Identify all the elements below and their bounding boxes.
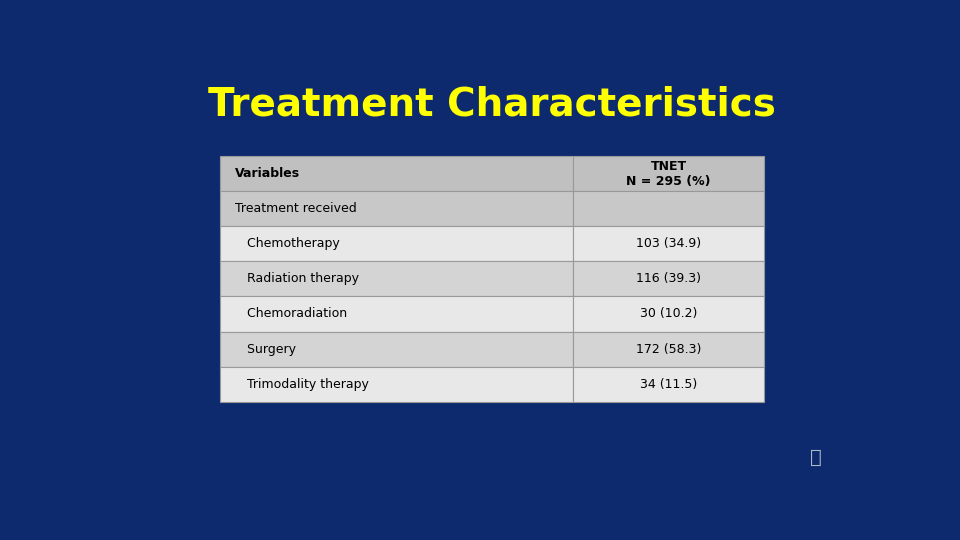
Text: Chemotherapy: Chemotherapy	[234, 238, 339, 251]
Text: TNET
N = 295 (%): TNET N = 295 (%)	[626, 160, 710, 188]
Text: 103 (34.9): 103 (34.9)	[636, 238, 701, 251]
Bar	[573, 191, 763, 226]
Bar	[573, 367, 763, 402]
Bar	[573, 261, 763, 296]
Text: Treatment received: Treatment received	[234, 202, 356, 215]
Bar	[221, 332, 573, 367]
Bar	[221, 296, 573, 332]
Bar	[221, 156, 573, 191]
Bar	[221, 261, 573, 296]
Text: Chemoradiation: Chemoradiation	[234, 307, 347, 320]
Bar	[573, 226, 763, 261]
Text: Variables: Variables	[234, 167, 300, 180]
Bar	[573, 296, 763, 332]
Bar	[573, 332, 763, 367]
Text: 172 (58.3): 172 (58.3)	[636, 342, 701, 355]
Bar	[573, 156, 763, 191]
Text: 30 (10.2): 30 (10.2)	[639, 307, 697, 320]
Text: 116 (39.3): 116 (39.3)	[636, 273, 701, 286]
Text: 🔊: 🔊	[810, 448, 822, 467]
Text: Treatment Characteristics: Treatment Characteristics	[208, 85, 776, 123]
Bar	[221, 191, 573, 226]
Text: Surgery: Surgery	[234, 342, 296, 355]
Bar	[221, 226, 573, 261]
Bar	[221, 367, 573, 402]
Text: Radiation therapy: Radiation therapy	[234, 273, 359, 286]
Text: 34 (11.5): 34 (11.5)	[640, 377, 697, 390]
Text: Trimodality therapy: Trimodality therapy	[234, 377, 369, 390]
